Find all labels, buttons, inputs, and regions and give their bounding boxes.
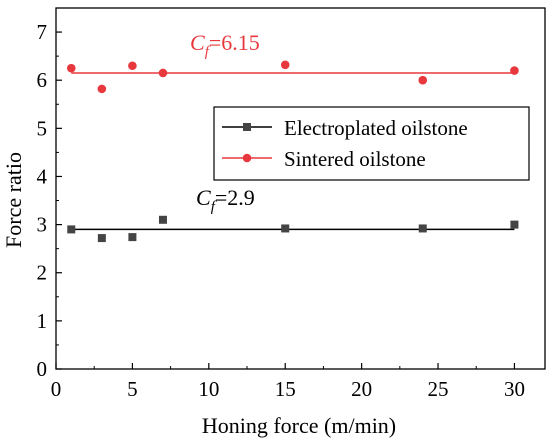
legend-label: Electroplated oilstone <box>284 116 468 140</box>
plot-frame <box>55 7 546 370</box>
fit-annotation: Cf=2.9 <box>196 185 255 215</box>
data-point <box>418 75 428 85</box>
x-tick-label: 20 <box>351 377 372 401</box>
y-tick-label: 0 <box>37 357 48 381</box>
data-point <box>280 60 290 70</box>
legend: Electroplated oilstone Sintered oilstone <box>213 106 530 181</box>
legend-marker <box>243 123 251 131</box>
legend-box <box>213 106 530 181</box>
data-point <box>97 84 107 94</box>
y-tick-label: 7 <box>37 20 48 44</box>
data-point <box>66 63 76 73</box>
fit-annotation: Cf=6.15 <box>190 30 260 60</box>
data-point <box>67 225 76 234</box>
data-point <box>128 61 137 71</box>
x-tick-label: 0 <box>51 377 62 401</box>
y-tick-label: 3 <box>37 213 48 237</box>
x-tick-label: 10 <box>198 377 219 401</box>
y-tick-label: 2 <box>37 261 48 285</box>
data-point <box>510 66 519 75</box>
x-tick-label: 15 <box>275 377 296 401</box>
data-point <box>158 68 168 78</box>
plot-area: 0 5 10 15 20 25 30 0 1 2 3 4 5 6 7 Cf=2.9 Cf=6.15 Electro… <box>37 7 546 401</box>
x-tick-label: 25 <box>428 377 449 401</box>
y-axis-title: Force ratio <box>1 152 26 248</box>
data-point <box>97 234 106 243</box>
legend-label: Sintered oilstone <box>284 147 426 171</box>
legend-marker <box>242 153 252 163</box>
x-axis-title: Honing force (m/min) <box>202 413 396 438</box>
x-tick-label: 5 <box>127 377 138 401</box>
data-point <box>510 220 519 229</box>
data-point <box>128 233 137 242</box>
data-point <box>418 224 427 233</box>
y-tick-label: 5 <box>37 116 48 140</box>
data-point <box>281 224 290 233</box>
y-tick-label: 1 <box>37 309 48 333</box>
y-tick-label: 4 <box>37 164 48 188</box>
x-tick-label: 30 <box>504 377 525 401</box>
data-point <box>158 215 167 224</box>
y-tick-label: 6 <box>37 68 48 92</box>
